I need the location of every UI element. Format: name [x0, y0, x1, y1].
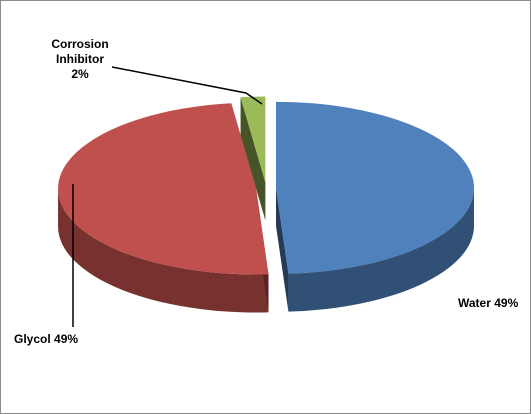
- water-label: Water 49%: [458, 296, 519, 310]
- corrosion-inhibitor-leader-line: [111, 66, 263, 105]
- slice-top-glycol: [58, 103, 269, 275]
- corrosion-inhibitor-label-line2: Inhibitor: [56, 52, 104, 66]
- slice-cut-corrosion-inhibitor: [240, 97, 266, 221]
- slice-side-water: [288, 187, 474, 312]
- slice-side-glycol: [58, 188, 269, 313]
- glycol-label: Glycol 49%: [14, 332, 79, 346]
- slice-top-water: [275, 101, 474, 274]
- slice-top-corrosion-inhibitor: [240, 96, 266, 183]
- corrosion-inhibitor-label-line3: 2%: [71, 67, 89, 81]
- slice-cut-water: [275, 187, 289, 312]
- corrosion-inhibitor-label-line1: Corrosion: [51, 37, 109, 51]
- corrosion-inhibitor-label: Corrosion Inhibitor 2%: [38, 37, 122, 82]
